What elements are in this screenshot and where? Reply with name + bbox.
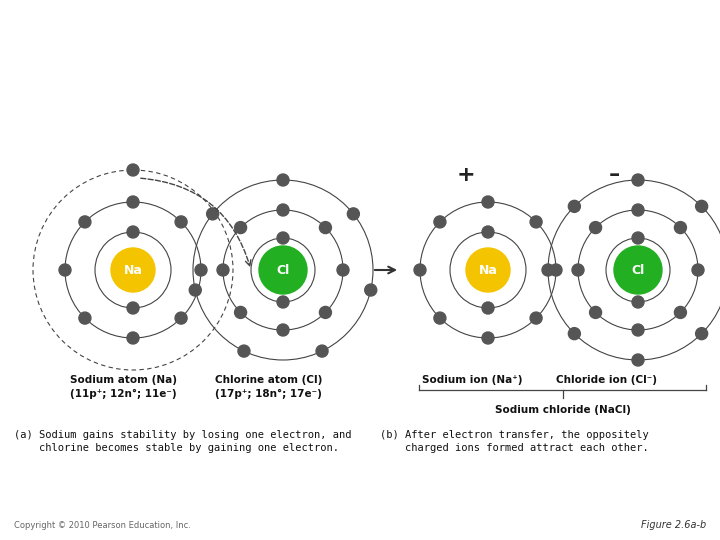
- Circle shape: [696, 200, 708, 212]
- Circle shape: [277, 174, 289, 186]
- Circle shape: [277, 296, 289, 308]
- Text: Copyright © 2010 Pearson Education, Inc.: Copyright © 2010 Pearson Education, Inc.: [14, 521, 191, 530]
- Circle shape: [127, 302, 139, 314]
- Circle shape: [127, 196, 139, 208]
- Circle shape: [195, 264, 207, 276]
- Text: Figure 2.6a-b: Figure 2.6a-b: [641, 520, 706, 530]
- Circle shape: [238, 345, 250, 357]
- Circle shape: [632, 174, 644, 186]
- Circle shape: [675, 221, 686, 234]
- Circle shape: [127, 226, 139, 238]
- Circle shape: [320, 306, 331, 319]
- Circle shape: [530, 312, 542, 324]
- Circle shape: [277, 232, 289, 244]
- Circle shape: [347, 208, 359, 220]
- Circle shape: [235, 221, 246, 234]
- Circle shape: [414, 264, 426, 276]
- Circle shape: [316, 345, 328, 357]
- Circle shape: [434, 312, 446, 324]
- Circle shape: [320, 221, 331, 234]
- Circle shape: [127, 332, 139, 344]
- Circle shape: [568, 200, 580, 212]
- Circle shape: [572, 264, 584, 276]
- Circle shape: [568, 328, 580, 340]
- Text: Cl: Cl: [276, 264, 289, 276]
- Text: Sodium chloride (NaCl): Sodium chloride (NaCl): [495, 405, 631, 415]
- Circle shape: [127, 164, 139, 176]
- Circle shape: [365, 284, 377, 296]
- Circle shape: [79, 312, 91, 324]
- Circle shape: [482, 302, 494, 314]
- Text: Na: Na: [479, 264, 498, 276]
- Circle shape: [466, 248, 510, 292]
- Circle shape: [550, 264, 562, 276]
- Circle shape: [530, 216, 542, 228]
- Circle shape: [217, 264, 229, 276]
- Circle shape: [542, 264, 554, 276]
- Text: Chlorine atom (Cl): Chlorine atom (Cl): [215, 375, 323, 385]
- Circle shape: [277, 324, 289, 336]
- Circle shape: [59, 264, 71, 276]
- Circle shape: [337, 264, 349, 276]
- Circle shape: [482, 332, 494, 344]
- Circle shape: [696, 328, 708, 340]
- Circle shape: [632, 204, 644, 216]
- Circle shape: [207, 208, 219, 220]
- Circle shape: [692, 264, 704, 276]
- Circle shape: [111, 248, 155, 292]
- Circle shape: [632, 324, 644, 336]
- Circle shape: [259, 246, 307, 294]
- Circle shape: [590, 306, 602, 319]
- Circle shape: [434, 216, 446, 228]
- Text: chlorine becomes stable by gaining one electron.: chlorine becomes stable by gaining one e…: [14, 443, 339, 453]
- Text: Na: Na: [124, 264, 143, 276]
- Text: (17p⁺; 18n°; 17e⁻): (17p⁺; 18n°; 17e⁻): [215, 389, 322, 399]
- Circle shape: [189, 284, 202, 296]
- Circle shape: [235, 306, 246, 319]
- Circle shape: [175, 312, 187, 324]
- Text: (a) Sodium gains stability by losing one electron, and: (a) Sodium gains stability by losing one…: [14, 430, 351, 440]
- Circle shape: [632, 232, 644, 244]
- Circle shape: [590, 221, 602, 234]
- Circle shape: [632, 354, 644, 366]
- Circle shape: [482, 226, 494, 238]
- Text: Sodium ion (Na⁺): Sodium ion (Na⁺): [422, 375, 523, 385]
- Text: (b) After electron transfer, the oppositely: (b) After electron transfer, the opposit…: [380, 430, 649, 440]
- Text: (11p⁺; 12n°; 11e⁻): (11p⁺; 12n°; 11e⁻): [70, 389, 176, 399]
- Text: Chloride ion (Cl⁻): Chloride ion (Cl⁻): [556, 375, 657, 385]
- Circle shape: [175, 216, 187, 228]
- Text: –: –: [608, 165, 620, 185]
- Text: charged ions formed attract each other.: charged ions formed attract each other.: [380, 443, 649, 453]
- Text: +: +: [456, 165, 475, 185]
- Circle shape: [675, 306, 686, 319]
- Circle shape: [79, 216, 91, 228]
- Circle shape: [277, 204, 289, 216]
- Text: Sodium atom (Na): Sodium atom (Na): [70, 375, 177, 385]
- Circle shape: [614, 246, 662, 294]
- Circle shape: [632, 296, 644, 308]
- Circle shape: [482, 196, 494, 208]
- Text: Cl: Cl: [631, 264, 644, 276]
